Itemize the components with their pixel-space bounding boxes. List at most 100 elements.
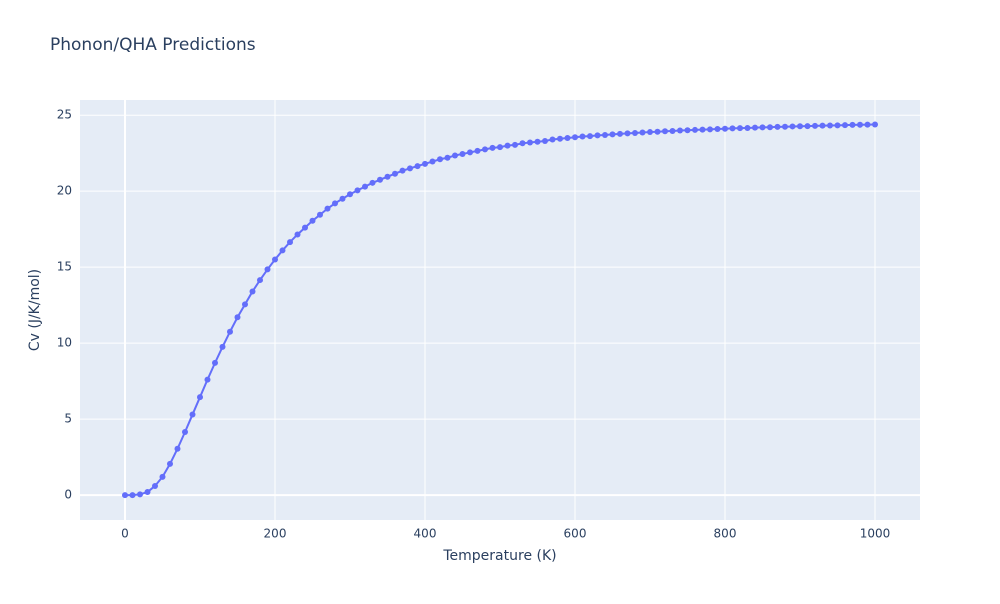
- data-point: [834, 122, 841, 129]
- data-point: [489, 144, 496, 151]
- data-point: [174, 445, 181, 452]
- data-point: [774, 123, 781, 130]
- data-point: [722, 125, 728, 132]
- data-point: [767, 124, 773, 131]
- data-point: [182, 429, 188, 436]
- data-point: [287, 239, 293, 246]
- data-point: [264, 266, 271, 273]
- data-point: [302, 224, 308, 231]
- data-point: [152, 482, 158, 489]
- data-point: [429, 158, 436, 165]
- x-tick-label: 1000: [860, 527, 891, 541]
- data-point: [437, 156, 443, 163]
- data-point: [272, 256, 278, 263]
- data-point: [407, 165, 413, 172]
- data-point: [812, 122, 818, 129]
- data-point: [459, 150, 466, 157]
- chart-title: Phonon/QHA Predictions: [50, 35, 256, 55]
- data-point: [804, 123, 811, 130]
- data-point: [797, 123, 803, 130]
- data-point: [609, 131, 616, 138]
- data-point: [197, 394, 203, 401]
- data-point: [384, 173, 391, 180]
- data-point: [242, 301, 248, 308]
- data-point: [362, 183, 368, 190]
- data-point: [587, 133, 593, 140]
- data-point: [639, 129, 646, 136]
- data-point: [864, 121, 871, 128]
- data-point: [564, 134, 571, 141]
- data-point: [474, 147, 481, 154]
- x-tick-label: 800: [714, 527, 737, 541]
- data-point: [392, 170, 398, 177]
- data-point: [662, 128, 668, 135]
- data-point: [414, 163, 421, 170]
- data-point: [332, 200, 338, 207]
- data-point: [227, 328, 233, 335]
- data-point: [294, 231, 301, 238]
- data-point: [752, 124, 758, 131]
- data-point: [504, 142, 511, 149]
- data-point: [189, 411, 196, 418]
- data-point: [369, 179, 376, 186]
- data-point: [684, 127, 691, 134]
- data-point: [257, 277, 263, 284]
- data-point: [122, 492, 128, 499]
- data-point: [872, 121, 878, 128]
- data-point: [729, 125, 736, 132]
- data-point: [452, 152, 458, 159]
- data-point: [827, 122, 833, 129]
- data-point: [632, 129, 638, 136]
- data-point: [842, 122, 848, 129]
- data-point: [324, 205, 331, 212]
- data-point: [782, 123, 788, 130]
- y-tick-label: 20: [57, 184, 72, 198]
- data-point: [557, 135, 563, 142]
- data-point: [422, 160, 428, 167]
- data-point: [234, 314, 241, 321]
- data-point: [669, 127, 676, 134]
- data-point: [819, 122, 826, 129]
- data-point: [279, 247, 286, 254]
- data-point: [339, 195, 346, 202]
- data-point: [759, 124, 766, 131]
- y-tick-label: 5: [64, 412, 72, 426]
- data-point: [594, 132, 601, 139]
- y-tick-label: 15: [57, 260, 72, 274]
- x-tick-label: 200: [264, 527, 287, 541]
- plot-area: [80, 100, 920, 520]
- x-tick-label: 600: [564, 527, 587, 541]
- data-point: [527, 139, 533, 146]
- data-point: [519, 140, 526, 147]
- data-point: [309, 217, 316, 224]
- data-point: [534, 138, 541, 145]
- data-point: [249, 288, 256, 295]
- data-point: [654, 128, 661, 135]
- data-point: [512, 141, 518, 148]
- data-point: [444, 154, 451, 161]
- y-tick-label: 0: [64, 488, 72, 502]
- data-point: [572, 134, 578, 141]
- y-tick-label: 10: [57, 336, 72, 350]
- y-tick-label: 25: [57, 108, 72, 122]
- y-axis-label: Cv (J/K/mol): [27, 269, 43, 351]
- data-point: [737, 125, 743, 132]
- data-point: [699, 126, 706, 133]
- data-point: [129, 492, 136, 499]
- data-point: [624, 130, 631, 137]
- data-point: [144, 489, 151, 496]
- data-point: [399, 167, 406, 174]
- x-axis-label: Temperature (K): [442, 548, 556, 564]
- data-point: [542, 138, 548, 145]
- data-point: [347, 191, 353, 198]
- data-point: [602, 131, 608, 138]
- data-point: [849, 121, 856, 128]
- x-tick-label: 400: [414, 527, 437, 541]
- data-point: [692, 126, 698, 133]
- data-point: [497, 144, 503, 151]
- data-point: [317, 211, 323, 218]
- x-tick-label: 0: [121, 527, 129, 541]
- data-point: [159, 473, 166, 480]
- data-point: [549, 136, 556, 143]
